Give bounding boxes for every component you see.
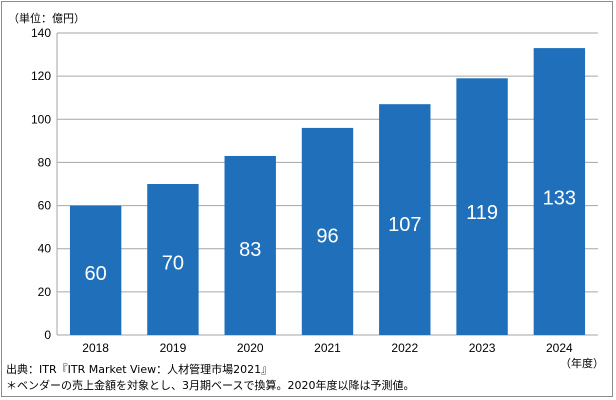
x-tick-label: 2018	[82, 341, 109, 355]
y-tick-label: 80	[38, 155, 52, 169]
unit-label: （単位：億円）	[8, 11, 85, 25]
y-axis-ticks: 0 20 40 60 80 100 120 140	[31, 26, 51, 342]
bar-2019	[147, 184, 199, 335]
x-tick-label: 2022	[391, 341, 418, 355]
bar-value-label: 83	[239, 239, 261, 261]
x-tick-label: 2023	[469, 341, 496, 355]
y-tick-label: 140	[31, 26, 51, 40]
bar-value-label: 133	[543, 187, 576, 209]
bars: 60 70 83 96 107 119 133	[69, 48, 586, 336]
gridlines	[56, 32, 598, 336]
y-tick-label: 0	[44, 328, 51, 342]
x-unit-label: （年度）	[560, 356, 604, 370]
y-tick-label: 20	[38, 285, 52, 299]
bar-2020	[224, 155, 276, 335]
y-tick-label: 100	[31, 112, 51, 126]
x-tick-label: 2019	[160, 341, 187, 355]
x-axis-ticks: 2018 2019 2020 2021 2022 2023 2024	[82, 341, 573, 355]
bar-value-label: 70	[162, 253, 184, 275]
bar-2022	[379, 104, 431, 335]
bar-value-label: 107	[388, 214, 421, 236]
x-tick-label: 2020	[237, 341, 264, 355]
bar-value-label: 119	[466, 202, 498, 224]
bar-2024	[533, 48, 586, 335]
bar-2021	[301, 127, 354, 336]
y-tick-label: 120	[31, 69, 51, 83]
footnote: ＊ベンダーの売上金額を対象とし、3月期ベースで換算。2020年度以降は予測値。	[6, 379, 415, 392]
y-tick-label: 40	[38, 242, 52, 256]
x-tick-label: 2021	[314, 341, 341, 355]
bar-value-label: 60	[85, 263, 107, 285]
x-tick-label: 2024	[546, 341, 573, 355]
bar-2018	[69, 205, 122, 335]
bar-2023	[456, 78, 508, 336]
bar-value-label: 96	[316, 226, 338, 248]
y-tick-label: 60	[38, 199, 52, 213]
source-note: 出典：ITR『ITR Market View：人材管理市場2021』	[6, 363, 273, 376]
